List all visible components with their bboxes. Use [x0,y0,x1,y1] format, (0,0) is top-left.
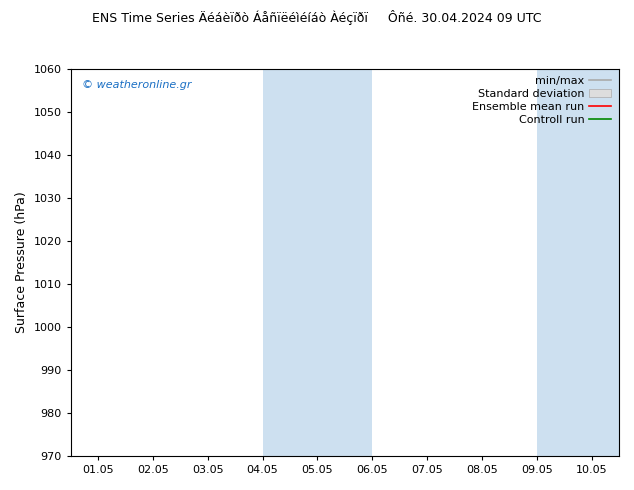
Y-axis label: Surface Pressure (hPa): Surface Pressure (hPa) [15,192,28,333]
Text: ENS Time Series Äéáèïðò Áåñïëéìéíáò Àéçïðï     Ôñé. 30.04.2024 09 UTC: ENS Time Series Äéáèïðò Áåñïëéìéíáò Àéçï… [93,10,541,25]
Legend: min/max, Standard deviation, Ensemble mean run, Controll run: min/max, Standard deviation, Ensemble me… [470,74,614,127]
Bar [262,69,372,456]
Text: © weatheronline.gr: © weatheronline.gr [82,80,191,90]
Bar [537,69,619,456]
